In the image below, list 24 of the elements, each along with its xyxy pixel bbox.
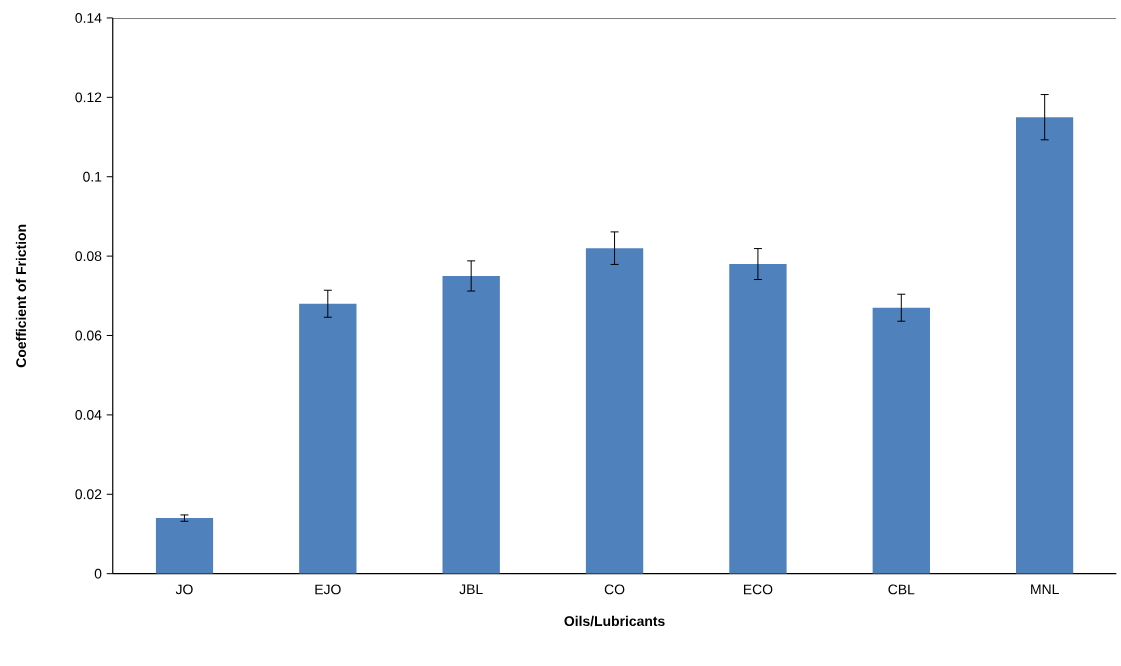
y-tick-label: 0.12 (75, 92, 102, 103)
y-tick-label: 0.06 (75, 330, 102, 341)
y-tick-label: 0.08 (75, 250, 102, 261)
x-tick-label: EJO (315, 584, 341, 595)
x-axis-title: Oils/Lubricants (564, 615, 665, 626)
bar (155, 517, 214, 574)
bar (872, 307, 930, 574)
y-tick-label: 0.02 (75, 489, 102, 499)
x-tick-label: CBL (888, 584, 915, 595)
x-tick-label: ECO (743, 584, 773, 595)
x-tick-label: MNL (1031, 584, 1059, 594)
bar (585, 247, 644, 574)
y-axis-title: Coefficient of Friction (15, 224, 27, 367)
x-tick-label: JBL (459, 584, 483, 594)
y-tick-label: 0.04 (75, 409, 102, 420)
bar (442, 275, 500, 574)
bar (299, 303, 357, 574)
y-tick-label: 0.14 (75, 12, 102, 23)
bar (729, 263, 787, 574)
bar (1016, 116, 1074, 574)
x-tick-label: JO (175, 584, 193, 595)
y-tick-label: 0.1 (83, 171, 102, 182)
y-tick-label: 0 (94, 568, 102, 579)
x-tick-label: CO (604, 584, 625, 595)
